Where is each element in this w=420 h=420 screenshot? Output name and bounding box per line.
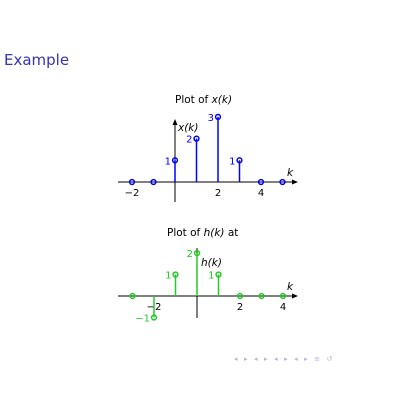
plot-h-value-label: 1 — [208, 271, 214, 282]
nav-control-icon[interactable]: ◂ — [294, 355, 299, 363]
nav-control-icon[interactable]: ◂ — [234, 355, 239, 363]
nav-control-icon[interactable]: ◂ — [274, 355, 279, 363]
plot-x-stem-marker-4 — [214, 113, 222, 121]
plot-h-stem-marker-3 — [193, 249, 201, 257]
nav-control-icon[interactable]: ≡ — [314, 355, 321, 363]
plot-h-tick-labels: −224 — [147, 302, 287, 313]
plot-x-xlabel: k — [287, 167, 294, 179]
plot-h-value-labels: −1 1 2 1 — [135, 249, 214, 325]
plot-x-title-prefix: Plot of — [175, 94, 212, 106]
plot-x-stem-marker-6 — [257, 178, 265, 186]
plot-x-value-labels: 1 2 3 1 — [165, 113, 236, 167]
plot-x-stem-marker-3 — [193, 135, 200, 142]
plot-h-title-suffix: at — [225, 227, 239, 239]
plot-h-stem-marker-1 — [150, 314, 158, 321]
plot-x-value-label: 1 — [229, 156, 235, 167]
plot-x-stem-marker-5 — [236, 157, 243, 164]
plot-x-value-label: 1 — [165, 156, 171, 167]
plot-x-axes — [118, 119, 298, 202]
plot-h-tick-label: 2 — [237, 302, 243, 313]
plot-h-stem-marker-5 — [236, 292, 244, 300]
plot-x-tick-label: 4 — [258, 188, 264, 199]
plot-x-value-label: 3 — [208, 113, 214, 124]
plot-h-tick-label: 4 — [280, 302, 286, 313]
plot-h-horizontal-arrow — [292, 293, 298, 299]
nav-control-icon[interactable]: ◂ — [254, 355, 259, 363]
plot-h-stem-marker-0 — [129, 292, 136, 300]
plot-x-tick-labels: −2 2 4 — [125, 188, 265, 199]
nav-control-icon[interactable]: ▸ — [244, 355, 249, 363]
nav-control-icon[interactable]: ▸ — [284, 355, 289, 363]
plot-h-value-label: −1 — [135, 314, 150, 325]
plot-h-stem-marker-2 — [172, 271, 179, 278]
plot-x-horizontal-arrow — [292, 179, 298, 185]
plot-x-title: Plot of x(k) — [175, 94, 232, 106]
plot-x: Plot of x(k) x(k) k −2 2 4 1 2 3 1 — [118, 94, 298, 202]
plot-x-value-label: 2 — [186, 135, 192, 146]
plot-h-stem-marker-7 — [279, 292, 287, 300]
plot-h-stems — [129, 249, 287, 321]
plot-x-ylabel: x(k) — [177, 122, 199, 134]
plot-h-stem-marker-4 — [215, 271, 222, 278]
plot-h-title: Plot of h(k) at — [167, 227, 238, 239]
plot-h-stem-marker-6 — [258, 292, 265, 300]
plot-h-xlabel: k — [287, 281, 294, 293]
plot-x-vertical-arrow — [172, 119, 178, 125]
plot-h-value-label: 2 — [187, 249, 193, 260]
nav-control-icon[interactable]: ▸ — [304, 355, 309, 363]
plot-x-tick-label: −2 — [125, 188, 140, 199]
slide-title: Example — [4, 51, 70, 69]
plot-x-stems — [128, 113, 286, 186]
plot-h-title-prefix: Plot of — [167, 227, 204, 239]
plot-x-stem-marker-1 — [150, 178, 157, 186]
plot-h-title-var: h(k) — [204, 227, 225, 239]
navigation-bar[interactable]: ◂ ▸ ◂ ▸ ◂ ▸ ◂ ▸ ≡ ↺ — [234, 355, 418, 367]
plot-x-title-var: x(k) — [211, 94, 233, 106]
plot-h-value-label: 1 — [165, 271, 171, 282]
plot-x-stem-marker-7 — [279, 178, 286, 186]
plot-h-ylabel: h(k) — [201, 257, 222, 269]
plot-x-stem-marker-2 — [171, 157, 179, 164]
plot-x-tick-label: 2 — [215, 188, 221, 199]
nav-control-icon[interactable]: ▸ — [264, 355, 269, 363]
plot-x-stem-marker-0 — [128, 178, 136, 186]
nav-control-icon[interactable]: ↺ — [326, 355, 333, 363]
